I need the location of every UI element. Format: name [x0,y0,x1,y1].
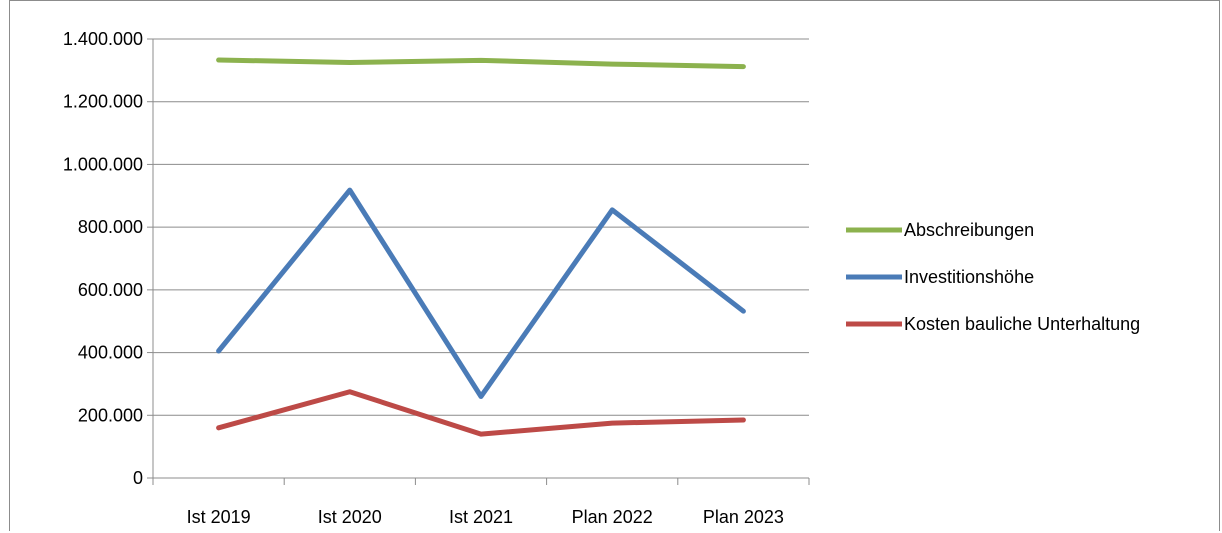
y-tick-label: 1.200.000 [63,92,143,112]
y-tick-label: 600.000 [78,280,143,300]
chart-frame [9,0,1220,531]
legend: Abschreibungen Investitionshöhe Kosten bau… [846,220,1140,334]
legend-label: Abschreibungen [904,220,1034,240]
y-tick-label: 1.000.000 [63,154,143,174]
y-tick-label: 1.400.000 [63,29,143,49]
y-tick-label: 200.000 [78,405,143,425]
y-tick-label: 400.000 [78,343,143,363]
x-tick-label: Ist 2019 [187,507,251,527]
x-tick-label: Plan 2023 [703,507,784,527]
x-tick-label: Ist 2021 [449,507,513,527]
series-line-investitionsh-he [216,187,746,399]
series-lines [216,57,746,437]
y-tick-label: 800.000 [78,217,143,237]
y-tick-label: 0 [133,468,143,488]
y-tick-labels: 0 200.000 400.000 600.000 800.000 1.000.000 1.… [63,29,143,488]
x-tick-labels: Ist 2019 Ist 2020 Ist 2021 Plan 2022 Plan 20… [187,507,784,527]
x-tick-label: Plan 2022 [572,507,653,527]
x-tick-label: Ist 2020 [318,507,382,527]
series-line-abschreibungen [216,57,746,70]
gridlines [153,38,809,416]
axes [147,38,810,485]
legend-label: Investitionshöhe [904,267,1034,287]
legend-label: Kosten bauliche Unterhaltung [904,314,1140,334]
